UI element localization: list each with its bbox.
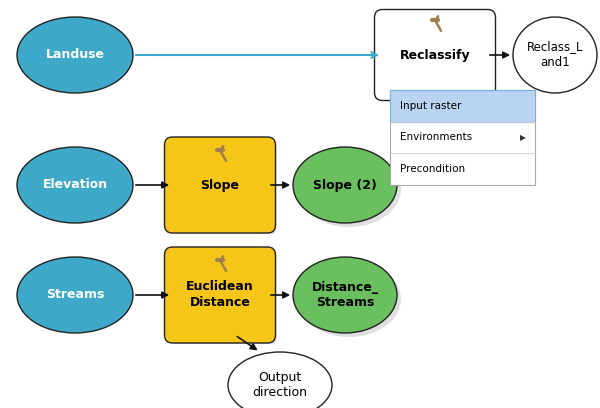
Ellipse shape: [297, 151, 401, 227]
Text: Elevation: Elevation: [43, 179, 107, 191]
Ellipse shape: [228, 352, 332, 408]
Text: Reclass_L
and1: Reclass_L and1: [527, 40, 583, 69]
FancyBboxPatch shape: [172, 144, 277, 234]
FancyBboxPatch shape: [390, 90, 535, 185]
Text: Landuse: Landuse: [46, 49, 104, 62]
Text: Euclidean
Distance: Euclidean Distance: [186, 281, 254, 310]
FancyBboxPatch shape: [374, 9, 496, 100]
Text: Precondition: Precondition: [400, 164, 465, 174]
Ellipse shape: [17, 147, 133, 223]
Text: Slope: Slope: [200, 179, 239, 191]
Text: Output
direction: Output direction: [253, 370, 308, 399]
FancyBboxPatch shape: [172, 254, 277, 344]
Text: Environments: Environments: [400, 133, 472, 142]
Text: Reclassify: Reclassify: [400, 49, 470, 62]
Text: ▶: ▶: [520, 133, 526, 142]
Text: Distance_
Streams: Distance_ Streams: [311, 281, 379, 310]
FancyBboxPatch shape: [164, 137, 275, 233]
Ellipse shape: [293, 257, 397, 333]
Ellipse shape: [17, 17, 133, 93]
Text: Streams: Streams: [46, 288, 104, 302]
Text: Slope (2): Slope (2): [313, 179, 377, 191]
Text: Input raster: Input raster: [400, 101, 461, 111]
FancyBboxPatch shape: [390, 90, 535, 122]
Ellipse shape: [17, 257, 133, 333]
Ellipse shape: [513, 17, 597, 93]
FancyBboxPatch shape: [164, 247, 275, 343]
Ellipse shape: [293, 147, 397, 223]
Ellipse shape: [297, 261, 401, 337]
